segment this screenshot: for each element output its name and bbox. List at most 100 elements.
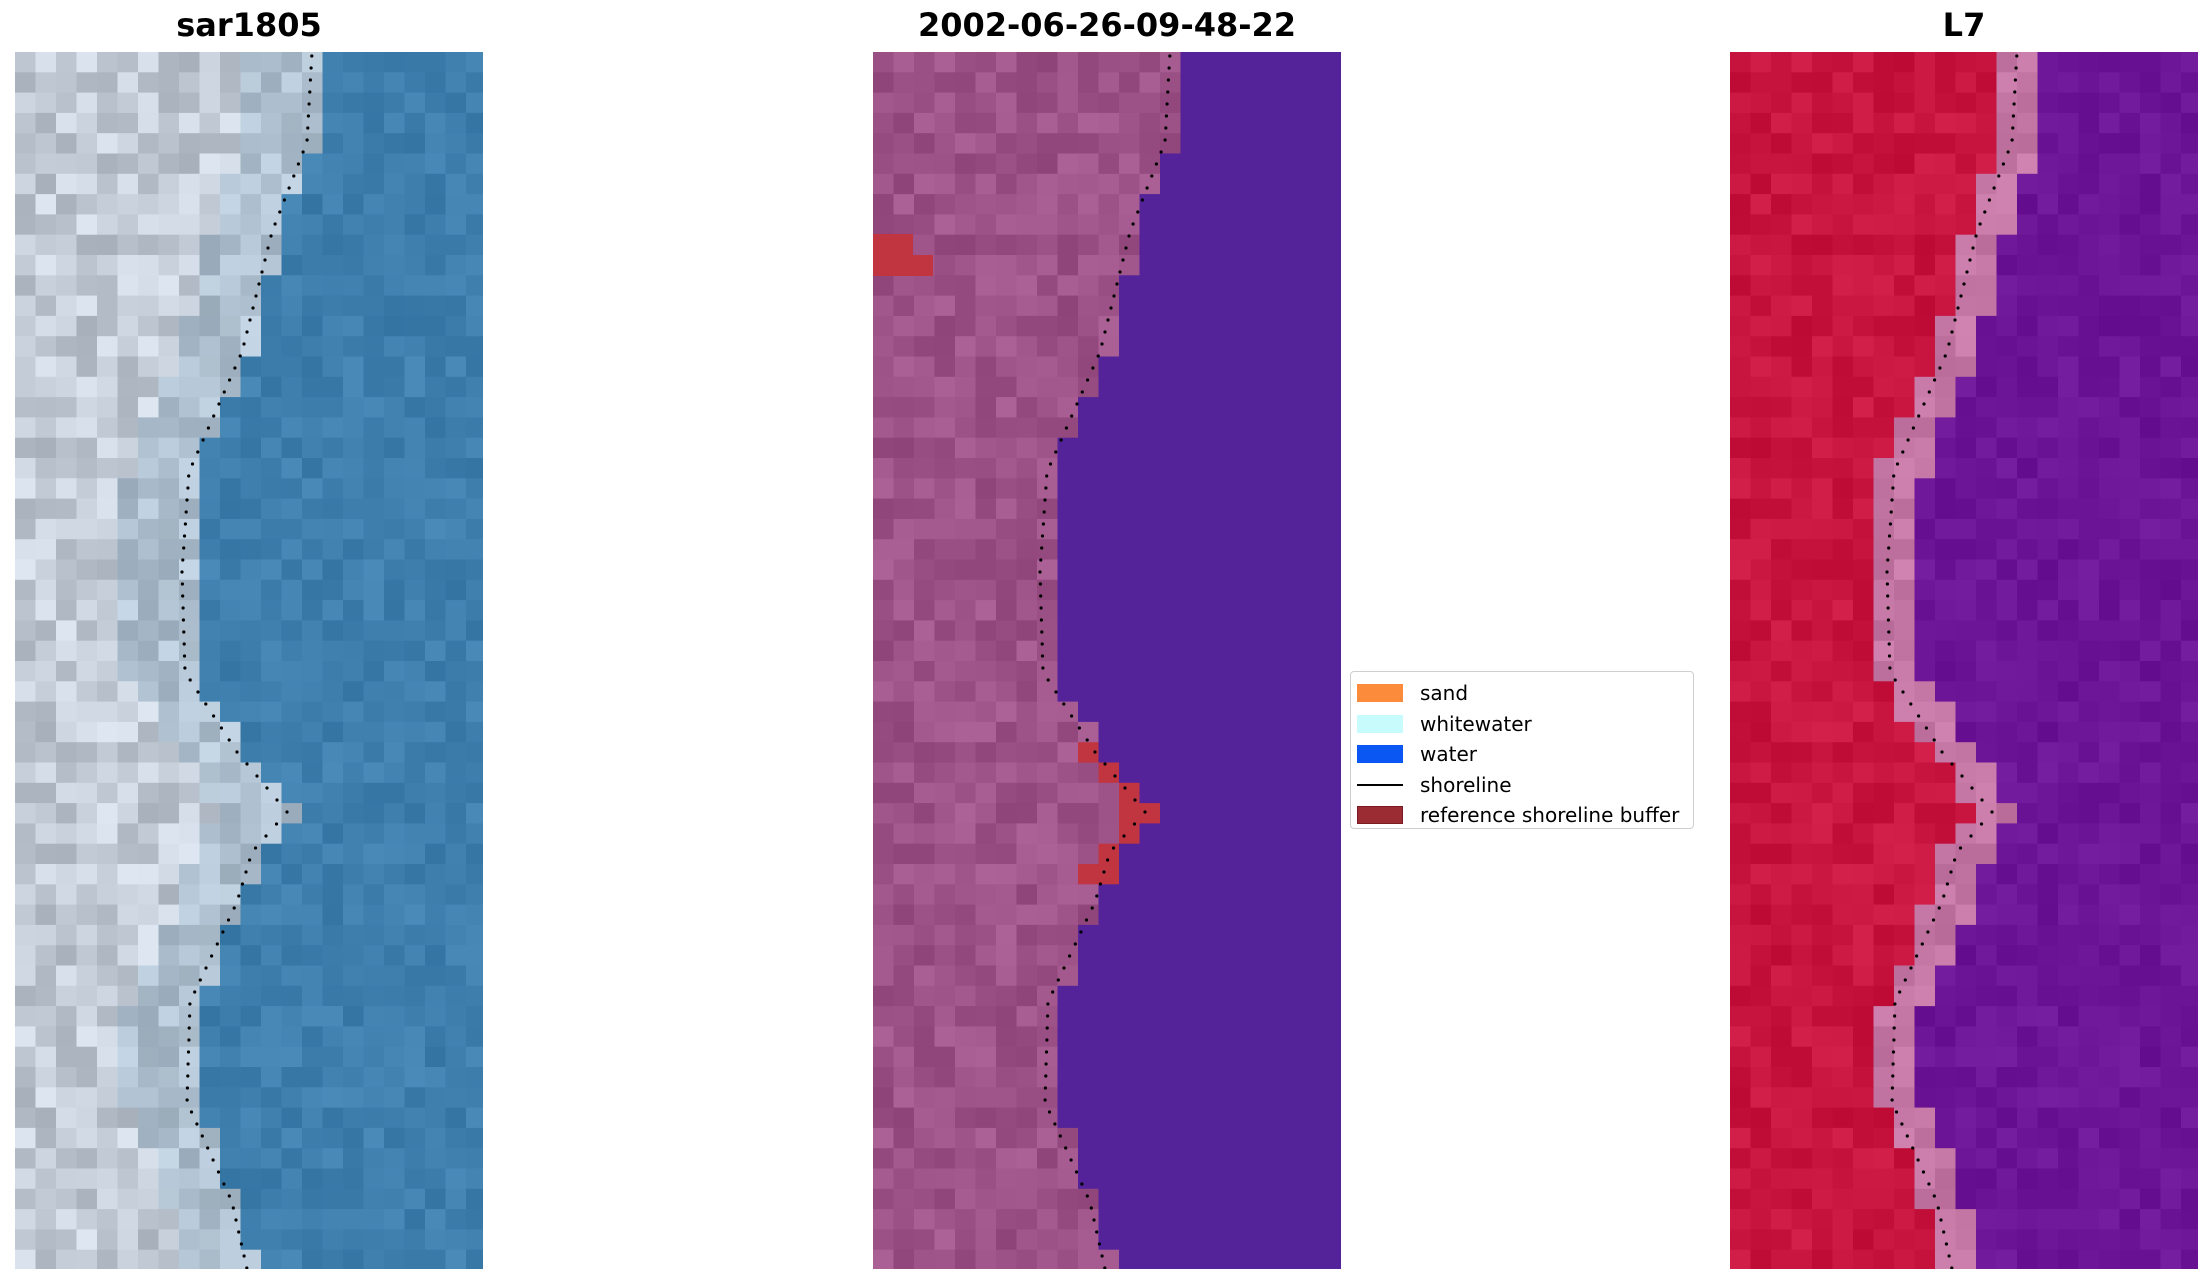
- shoreline-dot: [227, 1194, 231, 1198]
- shoreline-dot: [187, 1038, 191, 1042]
- shoreline-dot: [1888, 666, 1892, 670]
- shoreline-dot: [2010, 138, 2014, 142]
- shoreline-dot: [287, 186, 291, 190]
- shoreline-dot: [204, 702, 208, 706]
- shoreline-dot: [1997, 174, 2001, 178]
- shoreline-dot: [1046, 1002, 1050, 1006]
- shoreline-dot: [260, 270, 264, 274]
- shoreline-dot: [1901, 450, 1905, 454]
- shoreline-dot: [1122, 834, 1126, 838]
- shoreline-dot: [1942, 894, 1946, 898]
- shoreline-dot: [188, 1014, 192, 1018]
- shoreline-dot: [219, 726, 223, 730]
- shoreline-dot: [1164, 126, 1168, 130]
- shoreline-dot: [1893, 1014, 1897, 1018]
- shoreline-dot: [1150, 174, 1154, 178]
- shoreline-dot: [1945, 882, 1949, 886]
- shoreline-dot: [227, 738, 231, 742]
- shoreline-dot: [1154, 162, 1158, 166]
- classified-image-panel: [873, 52, 1341, 1269]
- legend-line-shoreline: [1357, 783, 1403, 786]
- shoreline-dot: [235, 750, 239, 754]
- shoreline-dot: [1109, 306, 1113, 310]
- panel-title-rgb: sar1805: [176, 6, 322, 44]
- shoreline-dot: [226, 918, 231, 922]
- shoreline-dot: [1069, 1158, 1073, 1162]
- shoreline-dot: [301, 150, 305, 154]
- shoreline-dot: [193, 990, 197, 994]
- shoreline-dot: [1903, 978, 1907, 982]
- shoreline-dot: [1106, 858, 1110, 862]
- shoreline-dot: [1085, 1194, 1089, 1198]
- shoreline-dot: [1112, 294, 1116, 298]
- shoreline-dot: [1163, 138, 1167, 142]
- shoreline-dot: [1917, 714, 1921, 718]
- shoreline-dot: [206, 426, 210, 430]
- shoreline-dot: [254, 294, 258, 298]
- shoreline-dot: [1123, 786, 1127, 790]
- shoreline-dot: [1920, 942, 1924, 946]
- shoreline-dot: [1062, 702, 1066, 706]
- shoreline-dot: [1044, 486, 1048, 490]
- shoreline-dot: [282, 198, 286, 202]
- shoreline-dot: [1894, 1110, 1899, 1114]
- shoreline-dot: [1926, 930, 1930, 934]
- shoreline-dot: [245, 330, 249, 334]
- index-image: [1730, 52, 2198, 1269]
- shoreline-dot: [186, 486, 190, 490]
- shoreline-dot: [238, 354, 242, 358]
- shoreline-dot: [1089, 1206, 1093, 1210]
- shoreline-dot: [1893, 678, 1897, 682]
- shoreline-dot: [1893, 1002, 1897, 1006]
- shoreline-dot: [308, 78, 312, 82]
- shoreline-dot: [1095, 894, 1099, 898]
- shoreline-dot: [215, 942, 219, 946]
- shoreline-dot: [1886, 558, 1890, 562]
- shoreline-dot: [285, 810, 289, 814]
- shoreline-dot: [1070, 714, 1074, 718]
- shoreline-dot: [1166, 78, 1170, 82]
- shoreline-dot: [307, 102, 311, 106]
- shoreline-dot: [1890, 1086, 1894, 1090]
- shoreline-dot: [1947, 1254, 1951, 1258]
- shoreline-dot: [266, 246, 270, 250]
- shoreline-dot: [245, 762, 249, 766]
- shoreline-dot: [1040, 534, 1045, 538]
- shoreline-dot: [211, 1158, 215, 1162]
- shoreline-dot: [1159, 150, 1163, 154]
- shoreline-dot: [1054, 690, 1058, 694]
- shoreline-dot: [1978, 222, 1982, 226]
- shoreline-dot: [1044, 1062, 1048, 1066]
- shoreline-dot: [1895, 462, 1900, 466]
- shoreline-dot: [1937, 906, 1941, 910]
- shoreline-dot: [1043, 498, 1047, 502]
- shoreline-dot: [1064, 1146, 1068, 1150]
- shoreline-dot: [1038, 582, 1042, 586]
- shoreline-dot: [1958, 846, 1963, 850]
- shoreline-dot: [1048, 462, 1053, 466]
- shoreline-dot: [185, 1086, 189, 1090]
- shoreline-dot: [234, 1218, 238, 1222]
- shoreline-dot: [1084, 918, 1089, 922]
- shoreline-dot: [1887, 630, 1891, 634]
- legend: sand whitewater water shoreline referenc…: [1350, 671, 1694, 829]
- shoreline-dot: [1887, 654, 1892, 658]
- rgb-image: [15, 52, 483, 1269]
- shoreline-dot: [1992, 186, 1996, 190]
- shoreline-dot: [1971, 246, 1975, 250]
- shoreline-dot: [1040, 642, 1044, 646]
- shoreline-dot: [1960, 774, 1964, 778]
- shoreline-dot: [1900, 1122, 1904, 1126]
- shoreline-dot: [1980, 798, 1984, 802]
- shoreline-dot: [1045, 1026, 1049, 1030]
- shoreline-dot: [264, 834, 268, 838]
- shoreline-dot: [1165, 102, 1169, 106]
- shoreline-dot: [1905, 1134, 1909, 1138]
- shoreline-dot: [1965, 270, 1969, 274]
- shoreline-dot: [1892, 1038, 1896, 1042]
- shoreline-dot: [195, 1122, 199, 1126]
- shoreline-dot: [1080, 1182, 1084, 1186]
- shoreline-dot: [1953, 858, 1957, 862]
- shoreline-dot: [248, 858, 252, 862]
- shoreline-dot: [1953, 318, 1957, 322]
